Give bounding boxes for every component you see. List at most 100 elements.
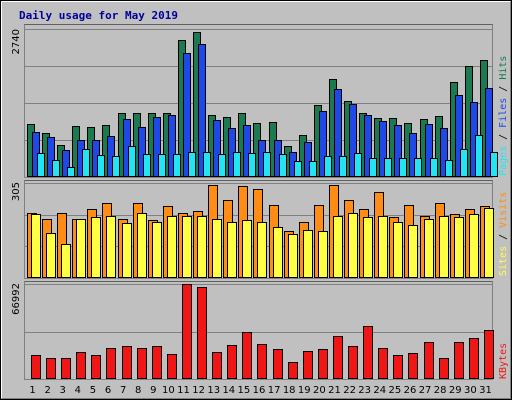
- bar-pages-day-8: [143, 154, 151, 177]
- bar-pages-day-24: [384, 158, 392, 177]
- bar-sites-day-undefined: [333, 216, 343, 278]
- x-tick-label: 30: [464, 385, 477, 396]
- x-tick-label: 7: [120, 385, 126, 396]
- bar-sites-day-undefined: [91, 217, 101, 278]
- x-tick-label: 23: [358, 385, 371, 396]
- bar-kbytes-day-undefined: [439, 358, 449, 379]
- bar-pages-day-6: [112, 156, 120, 177]
- bar-kbytes-day-undefined: [303, 351, 313, 379]
- bar-pages-day-19: [309, 161, 317, 177]
- bar-files-day-9: [153, 117, 161, 177]
- x-tick-label: 24: [373, 385, 386, 396]
- bar-sites-day-undefined: [122, 223, 132, 278]
- y-max-label-kbytes: 66992: [11, 283, 22, 315]
- legend-item-files: Files: [498, 98, 509, 128]
- bar-files-day-20: [319, 111, 327, 177]
- bar-sites-day-undefined: [288, 234, 298, 278]
- bar-sites-day-undefined: [303, 230, 313, 278]
- bar-files-day-25: [394, 125, 402, 177]
- bar-pages-day-23: [369, 158, 377, 177]
- bar-kbytes-day-undefined: [408, 353, 418, 379]
- x-tick-label: 27: [419, 385, 432, 396]
- x-tick-label: 31: [479, 385, 492, 396]
- bar-sites-day-undefined: [152, 222, 162, 278]
- bar-pages-day-1: [37, 153, 45, 177]
- bar-kbytes-day-undefined: [242, 332, 252, 379]
- x-tick-label: 22: [343, 385, 356, 396]
- bar-files-day-11: [183, 53, 191, 177]
- bar-sites-day-undefined: [197, 216, 207, 278]
- bar-pages-day-3: [67, 167, 75, 177]
- legend-item-visits: Visits: [498, 192, 509, 228]
- legend-text: KBytes: [498, 343, 509, 379]
- bar-sites-day-undefined: [484, 208, 494, 278]
- bar-sites-day-undefined: [469, 214, 479, 278]
- bar-pages-day-29: [460, 149, 468, 177]
- bar-sites-day-undefined: [167, 216, 177, 278]
- x-tick-label: 28: [434, 385, 447, 396]
- bar-files-day-10: [168, 115, 176, 177]
- legend-kbytes: KBytes: [498, 343, 509, 379]
- bar-files-day-22: [349, 104, 357, 177]
- bar-files-day-19: [304, 142, 312, 177]
- bar-kbytes-day-undefined: [273, 349, 283, 379]
- bar-pages-day-28: [445, 160, 453, 177]
- bar-pages-day-17: [279, 154, 287, 177]
- bar-kbytes-day-undefined: [167, 354, 177, 379]
- bar-kbytes-day-undefined: [197, 287, 207, 379]
- bar-sites-day-undefined: [227, 222, 237, 278]
- bar-pages-day-20: [324, 156, 332, 177]
- legend-text: Pages / Files / Hits: [498, 56, 509, 176]
- bar-files-day-2: [47, 137, 55, 177]
- bar-kbytes-day-undefined: [182, 284, 192, 379]
- bar-pages-day-14: [233, 152, 241, 177]
- bar-pages-day-21: [339, 156, 347, 177]
- legend-item-hits: Hits: [498, 56, 509, 80]
- x-tick-label: 29: [449, 385, 462, 396]
- chart-title: Daily usage for May 2019: [19, 9, 178, 22]
- bar-sites-day-undefined: [31, 214, 41, 278]
- legend-separator: /: [498, 228, 509, 246]
- bar-kbytes-day-undefined: [152, 346, 162, 379]
- x-tick-label: 17: [268, 385, 281, 396]
- x-tick-label: 1: [29, 385, 35, 396]
- bar-pages-day-30: [475, 135, 483, 177]
- bar-kbytes-day-undefined: [484, 330, 494, 379]
- bar-kbytes-day-undefined: [363, 326, 373, 379]
- bar-kbytes-day-undefined: [378, 348, 388, 379]
- x-tick-label: 8: [135, 385, 141, 396]
- x-tick-label: 14: [222, 385, 235, 396]
- bar-kbytes-day-undefined: [106, 348, 116, 379]
- legend-item-kbytes: KBytes: [498, 343, 509, 379]
- x-tick-label: 10: [162, 385, 175, 396]
- panel-kbytes: [24, 281, 494, 380]
- bar-files-day-3: [62, 150, 70, 177]
- bar-kbytes-day-undefined: [76, 352, 86, 379]
- bar-files-day-23: [364, 115, 372, 177]
- bar-sites-day-undefined: [454, 217, 464, 278]
- bar-pages-day-18: [294, 161, 302, 177]
- x-tick-label: 11: [177, 385, 190, 396]
- bar-sites-day-undefined: [46, 233, 56, 278]
- bar-sites-day-undefined: [363, 217, 373, 278]
- bar-pages-day-11: [188, 152, 196, 177]
- bar-pages-day-13: [218, 154, 226, 177]
- bar-kbytes-day-undefined: [318, 349, 328, 379]
- bar-kbytes-day-undefined: [393, 355, 403, 379]
- bar-pages-day-7: [128, 146, 136, 177]
- bar-pages-day-4: [82, 149, 90, 177]
- bar-sites-day-undefined: [424, 219, 434, 278]
- bar-kbytes-day-undefined: [348, 346, 358, 379]
- bar-pages-day-15: [248, 153, 256, 177]
- bar-kbytes-day-undefined: [61, 358, 71, 379]
- bar-pages-day-5: [97, 155, 105, 177]
- bar-sites-day-undefined: [61, 244, 71, 278]
- x-tick-label: 16: [253, 385, 266, 396]
- legend-separator: /: [498, 80, 509, 98]
- bar-pages-day-12: [203, 152, 211, 177]
- x-tick-label: 9: [150, 385, 156, 396]
- bar-kbytes-day-undefined: [288, 362, 298, 379]
- bar-sites-day-undefined: [106, 216, 116, 278]
- bar-pages-day-26: [414, 158, 422, 177]
